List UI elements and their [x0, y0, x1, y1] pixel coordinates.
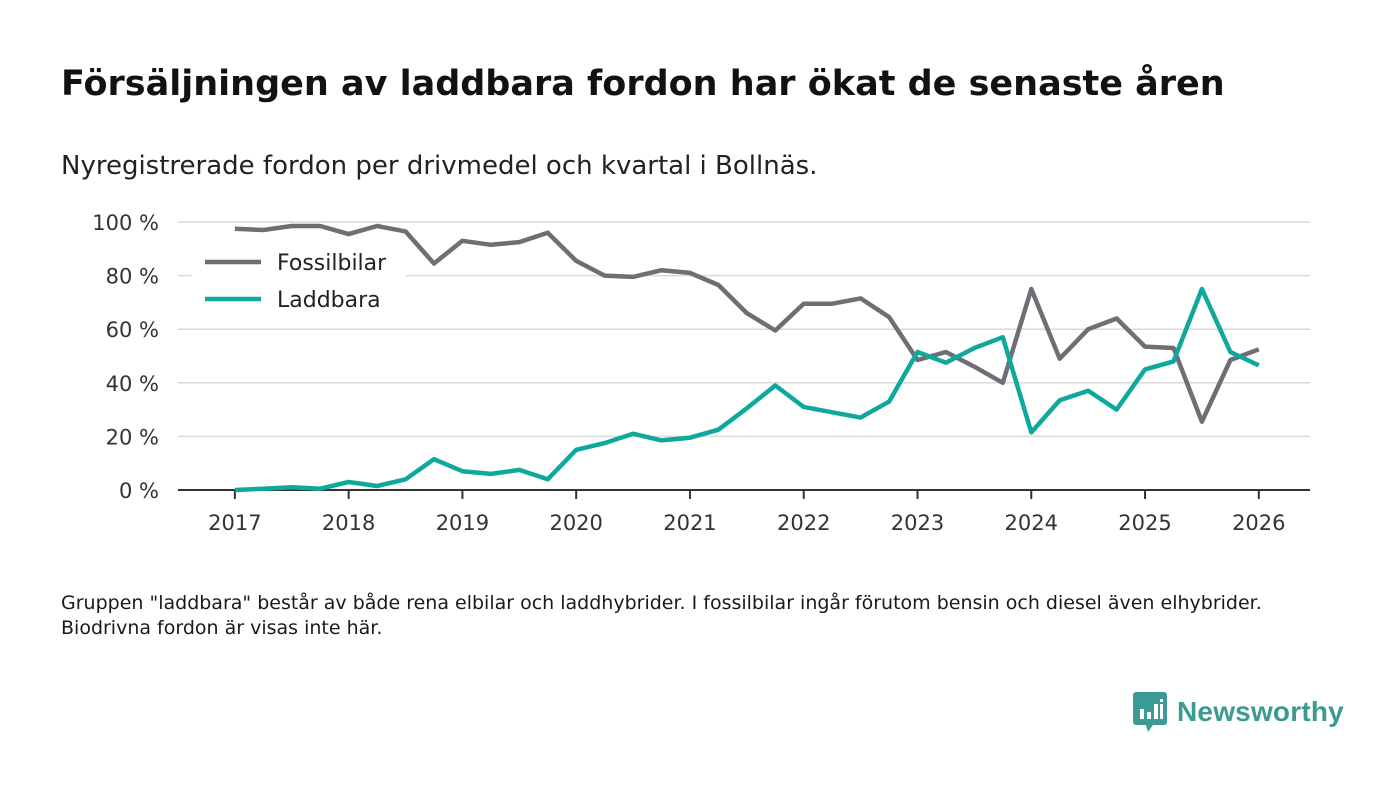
series-lines [234, 223, 1260, 493]
x-tick-label: 2024 [1005, 511, 1058, 535]
y-tick-label: 20 % [106, 425, 159, 449]
x-axis: 2017 2018 2019 2020 2021 2022 2023 2024 2025 2026 [178, 489, 1310, 535]
x-tick-label: 2019 [436, 511, 489, 535]
footnote: Gruppen "laddbara" består av både rena e… [61, 592, 1262, 639]
x-tick-label: 2026 [1232, 511, 1285, 535]
legend-label: Fossilbilar [277, 251, 387, 276]
y-tick-label: 0 % [119, 479, 159, 503]
legend-label: Laddbara [277, 288, 381, 313]
y-tick-label: 40 % [106, 372, 159, 396]
x-tick-label: 2017 [208, 511, 261, 535]
x-tick-label: 2020 [549, 511, 602, 535]
x-tick-label: 2022 [777, 511, 830, 535]
legend-background [192, 240, 406, 318]
brand-name: Newsworthy [1177, 696, 1344, 727]
x-tick-label: 2023 [891, 511, 944, 535]
series-line-laddbara [234, 286, 1260, 493]
newsworthy-logo-icon [1133, 692, 1167, 732]
series-line-fossilbilar [234, 223, 1260, 424]
x-tick-label: 2021 [663, 511, 716, 535]
chart-subtitle: Nyregistrerade fordon per drivmedel och … [61, 151, 818, 181]
line-chart: 0 % 20 % 40 % 60 % 80 % 100 % 2017 2018 2019 202… [92, 211, 1310, 535]
chart-title: Försäljningen av laddbara fordon har öka… [61, 64, 1225, 104]
x-tick-label: 2025 [1118, 511, 1171, 535]
y-tick-label: 60 % [106, 318, 159, 342]
newsworthy-brand[interactable]: Newsworthy [1132, 691, 1344, 733]
y-tick-label: 80 % [106, 265, 159, 289]
legend: Fossilbilar Laddbara [192, 240, 406, 318]
x-tick-label: 2018 [322, 511, 375, 535]
y-tick-label: 100 % [92, 211, 159, 235]
y-axis-ticks: 0 % 20 % 40 % 60 % 80 % 100 % [92, 211, 159, 503]
